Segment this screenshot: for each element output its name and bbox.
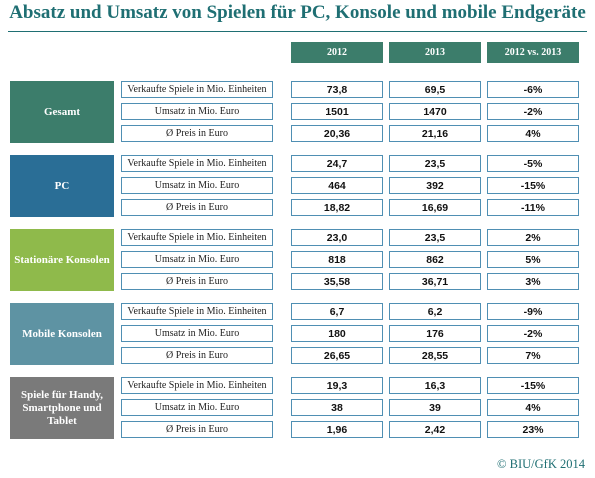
table-cell: 818: [291, 251, 383, 268]
metric-label: Ø Preis in Euro: [121, 347, 273, 364]
table-cell: 2%: [487, 229, 579, 246]
table-cell: 5%: [487, 251, 579, 268]
column-header: 2012 vs. 2013: [487, 42, 579, 63]
table-cell: 69,5: [389, 81, 481, 98]
table-cell: 19,3: [291, 377, 383, 394]
metric-label: Ø Preis in Euro: [121, 273, 273, 290]
table-cell: 4%: [487, 125, 579, 142]
table-cell: -6%: [487, 81, 579, 98]
table-cell: -5%: [487, 155, 579, 172]
table-cell: 38: [291, 399, 383, 416]
table-cell: 7%: [487, 347, 579, 364]
table-cell: 4%: [487, 399, 579, 416]
table-cell: 862: [389, 251, 481, 268]
group-label: Mobile Konsolen: [10, 303, 114, 365]
table-cell: 180: [291, 325, 383, 342]
table-cell: -15%: [487, 177, 579, 194]
table-cell: -11%: [487, 199, 579, 216]
table-cell: 2,42: [389, 421, 481, 438]
metric-label: Umsatz in Mio. Euro: [121, 251, 273, 268]
metric-label: Umsatz in Mio. Euro: [121, 325, 273, 342]
table-cell: 39: [389, 399, 481, 416]
table-cell: 36,71: [389, 273, 481, 290]
table-cell: -2%: [487, 325, 579, 342]
group-label: Gesamt: [10, 81, 114, 143]
table-cell: 392: [389, 177, 481, 194]
column-header: 2012: [291, 42, 383, 63]
table-cell: 464: [291, 177, 383, 194]
table-cell: 3%: [487, 273, 579, 290]
table-cell: 23%: [487, 421, 579, 438]
table-cell: 21,16: [389, 125, 481, 142]
table-cell: 23,5: [389, 155, 481, 172]
metric-label: Verkaufte Spiele in Mio. Einheiten: [121, 377, 273, 394]
metric-label: Ø Preis in Euro: [121, 199, 273, 216]
title-divider: [8, 31, 587, 32]
table-cell: -15%: [487, 377, 579, 394]
table-cell: 20,36: [291, 125, 383, 142]
metric-label: Ø Preis in Euro: [121, 125, 273, 142]
table-cell: 35,58: [291, 273, 383, 290]
metric-label: Verkaufte Spiele in Mio. Einheiten: [121, 81, 273, 98]
table-cell: 16,3: [389, 377, 481, 394]
page-title: Absatz und Umsatz von Spielen für PC, Ko…: [9, 2, 586, 23]
table-cell: 1,96: [291, 421, 383, 438]
metric-label: Verkaufte Spiele in Mio. Einheiten: [121, 155, 273, 172]
table-cell: 28,55: [389, 347, 481, 364]
table-cell: 16,69: [389, 199, 481, 216]
table-cell: 1501: [291, 103, 383, 120]
table-cell: -2%: [487, 103, 579, 120]
table-cell: 6,2: [389, 303, 481, 320]
copyright-note: © BIU/GfK 2014: [497, 457, 585, 471]
group-label: PC: [10, 155, 114, 217]
metric-label: Ø Preis in Euro: [121, 421, 273, 438]
table-cell: 6,7: [291, 303, 383, 320]
metric-label: Verkaufte Spiele in Mio. Einheiten: [121, 229, 273, 246]
table-cell: 18,82: [291, 199, 383, 216]
table-cell: 176: [389, 325, 481, 342]
table-cell: 73,8: [291, 81, 383, 98]
group-label: Spiele für Handy, Smartphone und Tablet: [10, 377, 114, 439]
table-cell: 26,65: [291, 347, 383, 364]
metric-label: Umsatz in Mio. Euro: [121, 177, 273, 194]
metric-label: Umsatz in Mio. Euro: [121, 399, 273, 416]
table-cell: 24,7: [291, 155, 383, 172]
table-cell: 23,0: [291, 229, 383, 246]
metric-label: Umsatz in Mio. Euro: [121, 103, 273, 120]
column-header: 2013: [389, 42, 481, 63]
group-label: Stationäre Konsolen: [10, 229, 114, 291]
table-cell: 23,5: [389, 229, 481, 246]
metric-label: Verkaufte Spiele in Mio. Einheiten: [121, 303, 273, 320]
table-cell: -9%: [487, 303, 579, 320]
table-cell: 1470: [389, 103, 481, 120]
